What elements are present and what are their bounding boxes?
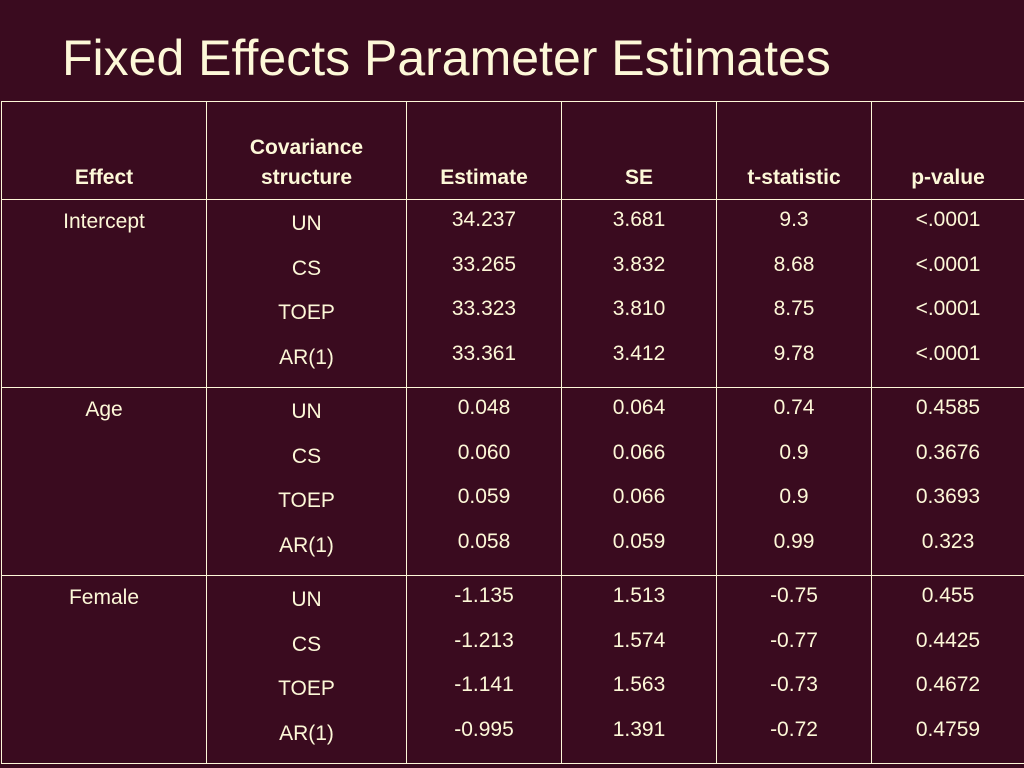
estimate-value: -1.213 — [454, 628, 514, 652]
estimate-cell: 0.048 0.060 0.059 0.058 — [406, 387, 562, 576]
p-value-value: <.0001 — [915, 297, 981, 320]
p-value-value: <.0001 — [915, 341, 981, 365]
covariance-structure-cell: UN CS TOEP AR(1) — [206, 199, 407, 388]
t-statistic-value: 0.74 — [773, 396, 815, 419]
header-t-statistic: t-statistic — [716, 101, 872, 200]
estimate-value: 34.237 — [451, 208, 517, 231]
se-value: 1.391 — [612, 717, 666, 741]
estimate-value: -1.135 — [454, 584, 514, 607]
p-value-value: 0.4585 — [915, 396, 981, 419]
table-row: Female UN CS TOEP AR(1) -1.135 -1.213 -1.141 -0.… — [1, 575, 1024, 764]
header-se: SE — [561, 101, 717, 200]
se-value: 3.832 — [612, 252, 666, 276]
covariance-structure-value: AR(1) — [279, 345, 334, 369]
estimate-cell: -1.135 -1.213 -1.141 -0.995 — [406, 575, 562, 764]
p-value-cell: <.0001 <.0001 <.0001 <.0001 — [871, 199, 1024, 388]
p-value-value: <.0001 — [915, 208, 981, 231]
estimate-value: 33.265 — [451, 252, 517, 276]
t-statistic-value: 8.68 — [773, 252, 815, 276]
header-covariance-structure: Covariance structure — [206, 101, 407, 200]
p-value-value: 0.3693 — [915, 485, 981, 508]
estimate-cell: 34.237 33.265 33.323 33.361 — [406, 199, 562, 388]
covariance-structure-value: UN — [291, 400, 322, 423]
t-statistic-value: -0.72 — [770, 717, 818, 741]
estimate-value: 33.361 — [451, 341, 517, 365]
p-value-cell: 0.4585 0.3676 0.3693 0.323 — [871, 387, 1024, 576]
t-statistic-value: 0.9 — [779, 440, 809, 464]
p-value-cell: 0.455 0.4425 0.4672 0.4759 — [871, 575, 1024, 764]
covariance-structure-value: AR(1) — [279, 721, 334, 745]
t-statistic-value: -0.77 — [770, 628, 818, 652]
header-p-value: p-value — [871, 101, 1024, 200]
covariance-structure-value: CS — [291, 632, 322, 656]
effect-cell: Female — [1, 575, 207, 764]
t-statistic-value: -0.73 — [770, 673, 818, 696]
t-statistic-cell: 9.3 8.68 8.75 9.78 — [716, 199, 872, 388]
covariance-structure-cell: UN CS TOEP AR(1) — [206, 575, 407, 764]
se-value: 0.064 — [612, 396, 666, 419]
se-cell: 3.681 3.832 3.810 3.412 — [561, 199, 717, 388]
p-value-value: 0.323 — [921, 529, 975, 553]
t-statistic-value: 0.9 — [779, 485, 809, 508]
se-value: 3.810 — [612, 297, 666, 320]
se-value: 3.681 — [612, 208, 666, 231]
se-value: 3.412 — [612, 341, 666, 365]
t-statistic-value: 9.78 — [773, 341, 815, 365]
se-cell: 1.513 1.574 1.563 1.391 — [561, 575, 717, 764]
covariance-structure-value: CS — [291, 256, 322, 280]
covariance-structure-value: AR(1) — [279, 533, 334, 557]
estimate-value: 0.058 — [457, 529, 511, 553]
estimate-value: 0.048 — [457, 396, 511, 419]
effect-cell: Intercept — [1, 199, 207, 388]
t-statistic-value: 0.99 — [773, 529, 815, 553]
covariance-structure-value: TOEP — [278, 489, 335, 512]
se-value: 0.066 — [612, 440, 666, 464]
se-value: 1.513 — [612, 584, 666, 607]
estimate-value: 0.060 — [457, 440, 511, 464]
se-value: 0.066 — [612, 485, 666, 508]
p-value-value: 0.4425 — [915, 628, 981, 652]
se-value: 1.574 — [612, 628, 666, 652]
covariance-structure-value: TOEP — [278, 301, 335, 324]
estimate-value: -0.995 — [454, 717, 514, 741]
estimate-value: 0.059 — [457, 485, 511, 508]
se-value: 1.563 — [612, 673, 666, 696]
covariance-structure-cell: UN CS TOEP AR(1) — [206, 387, 407, 576]
covariance-structure-value: TOEP — [278, 677, 335, 700]
table-body: Intercept UN CS TOEP AR(1) 34.237 33.265 33.323… — [1, 199, 1024, 764]
se-value: 0.059 — [612, 529, 666, 553]
p-value-value: <.0001 — [915, 252, 981, 276]
estimate-value: -1.141 — [454, 673, 514, 696]
header-estimate: Estimate — [406, 101, 562, 200]
header-row: Effect Covariance structure Estimate SE … — [1, 101, 1024, 200]
effect-cell: Age — [1, 387, 207, 576]
p-value-value: 0.455 — [921, 584, 975, 607]
table-row: Age UN CS TOEP AR(1) 0.048 0.060 0.059 0.058 0.06… — [1, 387, 1024, 576]
table-row: Intercept UN CS TOEP AR(1) 34.237 33.265 33.323… — [1, 199, 1024, 388]
t-statistic-value: 9.3 — [779, 208, 809, 231]
p-value-value: 0.3676 — [915, 440, 981, 464]
t-statistic-value: -0.75 — [770, 584, 818, 607]
header-effect: Effect — [1, 101, 207, 200]
p-value-value: 0.4672 — [915, 673, 981, 696]
t-statistic-value: 8.75 — [773, 297, 815, 320]
covariance-structure-value: UN — [291, 212, 322, 235]
se-cell: 0.064 0.066 0.066 0.059 — [561, 387, 717, 576]
estimates-table: Effect Covariance structure Estimate SE … — [1, 101, 1024, 764]
t-statistic-cell: 0.74 0.9 0.9 0.99 — [716, 387, 872, 576]
slide-title: Fixed Effects Parameter Estimates — [62, 30, 831, 86]
covariance-structure-value: CS — [291, 444, 322, 468]
t-statistic-cell: -0.75 -0.77 -0.73 -0.72 — [716, 575, 872, 764]
p-value-value: 0.4759 — [915, 717, 981, 741]
covariance-structure-value: UN — [291, 588, 322, 611]
estimate-value: 33.323 — [451, 297, 517, 320]
